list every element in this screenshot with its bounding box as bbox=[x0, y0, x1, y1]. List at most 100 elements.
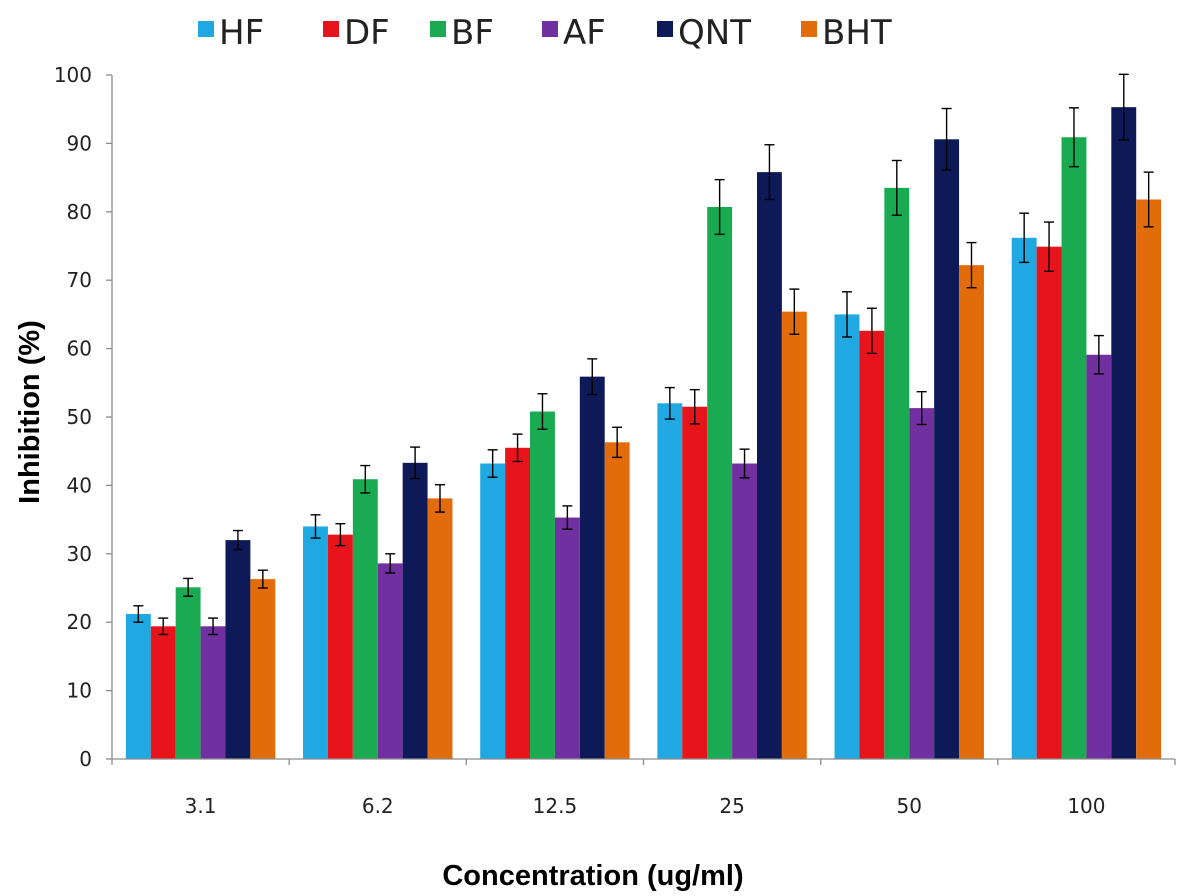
error-bar-qnt-25 bbox=[764, 144, 775, 201]
x-tick-label: 100 bbox=[1067, 794, 1105, 818]
bar-hf-3-1 bbox=[125, 613, 151, 759]
error-bar-bht-6-2 bbox=[435, 484, 445, 513]
bars-group bbox=[125, 73, 1162, 760]
y-tick-label: 80 bbox=[67, 200, 92, 224]
error-bar-qnt-100 bbox=[1118, 73, 1129, 141]
error-bar-af-50 bbox=[916, 390, 927, 426]
error-bar-hf-50 bbox=[842, 291, 852, 338]
error-bar-qnt-12-5 bbox=[587, 358, 598, 396]
bar-qnt-25 bbox=[756, 172, 782, 760]
x-axis-title: Concentration (ug/ml) bbox=[442, 860, 743, 892]
legend-label: BHT bbox=[822, 13, 892, 53]
error-bar-bht-3-1 bbox=[257, 569, 268, 589]
legend-swatch bbox=[430, 21, 446, 37]
error-bar-df-100 bbox=[1044, 221, 1055, 273]
bar-bht-3-1 bbox=[250, 579, 276, 759]
bar-group-6-2 bbox=[303, 446, 453, 759]
error-bar-hf-12-5 bbox=[487, 449, 498, 478]
error-bar-df-25 bbox=[689, 388, 700, 425]
bar-df-100 bbox=[1036, 246, 1062, 759]
legend-item-hf: HF bbox=[198, 13, 264, 53]
error-bar-hf-3-1 bbox=[133, 605, 144, 623]
bar-df-25 bbox=[682, 406, 708, 759]
error-bar-bf-3-1 bbox=[183, 577, 194, 597]
bar-bf-25 bbox=[707, 207, 733, 760]
error-bar-qnt-6-2 bbox=[410, 446, 421, 480]
error-bar-af-6-2 bbox=[385, 553, 396, 574]
legend-label: HF bbox=[219, 13, 264, 53]
error-bar-qnt-50 bbox=[941, 107, 952, 171]
bar-bf-3-1 bbox=[175, 587, 201, 759]
y-tick-label: 0 bbox=[79, 747, 92, 771]
error-bar-af-12-5 bbox=[562, 505, 573, 530]
legend-swatch bbox=[323, 21, 339, 37]
error-bar-bf-50 bbox=[891, 159, 902, 216]
error-bar-bf-100 bbox=[1068, 107, 1079, 168]
bar-af-25 bbox=[732, 463, 757, 759]
bar-af-6-2 bbox=[377, 563, 403, 759]
bar-group-3-1 bbox=[125, 529, 276, 759]
bar-bht-6-2 bbox=[427, 498, 453, 759]
error-bar-df-50 bbox=[866, 307, 877, 355]
bar-af-50 bbox=[909, 408, 935, 759]
legend-item-af: AF bbox=[542, 13, 606, 53]
error-bar-af-3-1 bbox=[208, 617, 219, 636]
legend-label: AF bbox=[563, 13, 606, 53]
bar-df-3-1 bbox=[150, 626, 176, 759]
bar-qnt-50 bbox=[934, 139, 960, 759]
bar-af-3-1 bbox=[200, 626, 226, 759]
bar-af-100 bbox=[1086, 354, 1112, 759]
x-tick-label: 6.2 bbox=[362, 794, 394, 818]
bar-df-50 bbox=[859, 330, 885, 759]
bar-bf-6-2 bbox=[352, 479, 378, 759]
x-tick-label: 3.1 bbox=[185, 794, 217, 818]
error-bar-bf-12-5 bbox=[537, 393, 548, 431]
bar-group-25 bbox=[657, 144, 807, 760]
x-tick-label: 12.5 bbox=[533, 794, 578, 818]
bar-group-50 bbox=[834, 107, 984, 760]
bar-bht-50 bbox=[959, 265, 984, 759]
error-bar-af-25 bbox=[739, 448, 750, 479]
x-axis: 3.1 6.2 12.5 25 50 100 bbox=[111, 758, 1176, 818]
legend-swatch bbox=[657, 21, 673, 37]
y-axis-title: Inhibition (%) bbox=[14, 320, 46, 504]
legend-label: QNT bbox=[678, 13, 751, 53]
y-tick-label: 30 bbox=[67, 542, 92, 566]
y-axis: 0 10 20 30 40 50 60 70 80 90 100 bbox=[54, 63, 113, 771]
bar-qnt-100 bbox=[1111, 107, 1137, 759]
y-tick-label: 50 bbox=[67, 405, 92, 429]
error-bar-df-12-5 bbox=[512, 433, 523, 463]
y-tick-label: 100 bbox=[54, 63, 92, 87]
legend-item-bf: BF bbox=[430, 13, 494, 53]
y-tick-label: 10 bbox=[67, 679, 92, 703]
error-bar-bf-6-2 bbox=[360, 464, 371, 494]
y-tick-label: 60 bbox=[67, 337, 92, 361]
bar-qnt-6-2 bbox=[402, 462, 428, 759]
bar-bf-50 bbox=[884, 187, 910, 760]
legend-item-qnt: QNT bbox=[657, 13, 751, 53]
bar-bht-12-5 bbox=[604, 442, 630, 759]
chart-legend: HF DF BF AF QNT BHT bbox=[198, 13, 892, 53]
y-tick-label: 90 bbox=[67, 131, 92, 155]
error-bar-hf-6-2 bbox=[310, 514, 321, 539]
bar-qnt-3-1 bbox=[225, 540, 251, 759]
legend-label: DF bbox=[344, 13, 390, 53]
y-tick-label: 70 bbox=[67, 268, 92, 292]
bar-df-12-5 bbox=[505, 447, 531, 759]
y-tick-label: 20 bbox=[67, 610, 92, 634]
legend-label: BF bbox=[451, 13, 494, 53]
bar-hf-100 bbox=[1011, 237, 1037, 760]
error-bar-bht-100 bbox=[1143, 171, 1154, 228]
legend-swatch bbox=[542, 21, 558, 37]
bar-hf-50 bbox=[834, 314, 860, 759]
error-bar-hf-25 bbox=[664, 386, 675, 420]
bar-bht-100 bbox=[1136, 199, 1162, 759]
error-bar-bf-25 bbox=[714, 178, 725, 236]
error-bar-df-6-2 bbox=[335, 523, 346, 547]
error-bar-hf-100 bbox=[1019, 212, 1030, 264]
error-bar-bht-50 bbox=[966, 241, 977, 289]
legend-swatch bbox=[198, 21, 214, 37]
error-bar-df-3-1 bbox=[158, 617, 169, 636]
bar-hf-25 bbox=[657, 403, 683, 759]
bar-bf-100 bbox=[1061, 137, 1087, 759]
